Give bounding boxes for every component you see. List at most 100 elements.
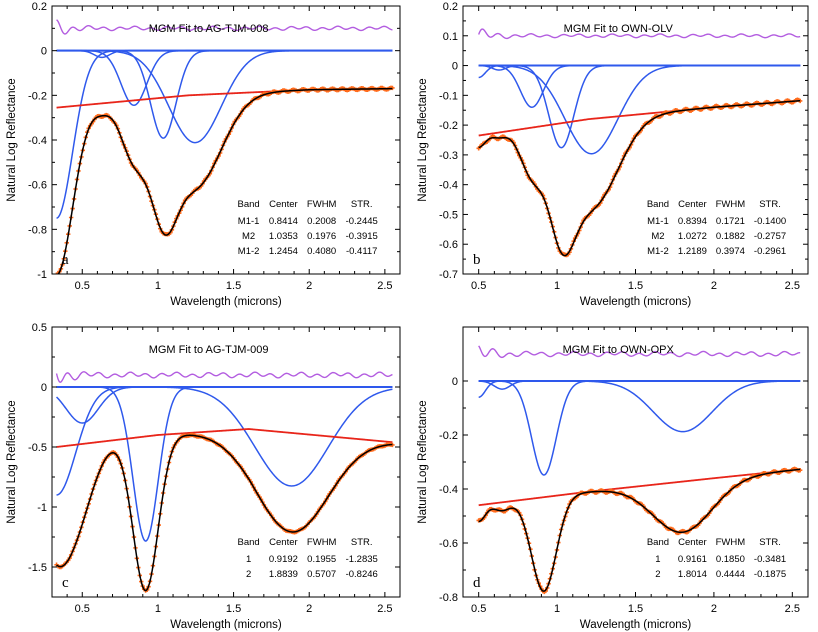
table-cell: 2	[655, 569, 660, 580]
table-header-cell: Band	[647, 537, 669, 548]
x-tick-label: 1.5	[226, 603, 241, 615]
y-tick-label: 0	[452, 376, 458, 388]
table-cell: 0.1721	[716, 216, 745, 227]
panel-label: b	[473, 252, 481, 268]
spectrum-data-markers	[54, 85, 395, 274]
band-parameter-table: Band Center FWHM STR. M1-1 0.8414 0.2008 -0.244…	[238, 199, 378, 257]
chart-title: MGM Fit to OWN-OLV	[564, 23, 674, 35]
table-cell: -0.8246	[346, 569, 378, 580]
y-tick-label: 0.5	[32, 322, 47, 334]
chart-title: MGM Fit to AG-TJM-009	[149, 344, 269, 356]
table-cell: 1.2454	[269, 246, 298, 257]
table-header-cell: STR.	[351, 199, 373, 210]
y-tick-label: -0.5	[439, 209, 458, 221]
table-cell: -0.3481	[754, 554, 786, 565]
chart-panel-a: 0.5 1 1.5 2 2.5 0.2 0 -0.2 -0.4 -0.6 -0.8 -1 MGM Fit…	[6, 1, 401, 308]
x-axis-label: Wavelength (microns)	[170, 296, 282, 308]
table-cell: 0.1850	[716, 554, 745, 565]
band-parameter-table: Band Center FWHM STR. 1 0.9161 0.1850 -0.3481 2 1…	[647, 537, 786, 580]
x-tick-label: 0.5	[75, 603, 90, 615]
table-cell: M1-2	[647, 246, 669, 257]
table-cell: 1.2189	[678, 246, 707, 257]
continuum-line	[56, 428, 393, 448]
x-tick-label: 2.5	[785, 603, 800, 615]
model-fit-line	[478, 99, 801, 257]
plot-area	[54, 19, 395, 274]
x-axis-label: Wavelength (microns)	[170, 619, 282, 631]
y-tick-label: -0.6	[439, 538, 458, 550]
plot-area	[476, 345, 803, 595]
table-header-cell: Center	[678, 199, 707, 210]
extra-band-curve	[56, 49, 393, 219]
table-cell: 0.8414	[269, 216, 298, 227]
y-tick-label: 0	[41, 46, 47, 58]
extra-band-curve	[478, 380, 801, 398]
residual-line	[55, 371, 393, 383]
y-tick-label: -0.8	[439, 592, 458, 604]
chart-panel-c: 0.5 1 1.5 2 2.5 0.5 0 -0.5 -1 -1.5 MGM Fit to AG-T…	[6, 322, 401, 631]
table-cell: 0.1976	[307, 231, 336, 242]
table-header-cell: Band	[238, 537, 260, 548]
y-tick-label: -0.4	[28, 135, 47, 147]
table-header-cell: FWHM	[716, 537, 746, 548]
x-tick-label: 1	[554, 280, 560, 292]
chart-panel-d: 0.5 1 1.5 2 2.5 0 -0.2 -0.4 -0.6 -0.8 MGM Fit to O…	[417, 326, 809, 631]
table-header-cell: Band	[647, 199, 669, 210]
table-cell: 0.4080	[307, 246, 336, 257]
continuum-line	[478, 468, 801, 507]
x-tick-label: 2.5	[785, 280, 800, 292]
y-tick-label: -0.6	[28, 180, 47, 192]
table-cell: M1-1	[238, 216, 260, 227]
band-parameter-table: Band Center FWHM STR. 1 0.9192 0.1955 -1.2835 2 1…	[238, 537, 378, 580]
y-tick-label: -0.2	[439, 120, 458, 132]
table-header-cell: FWHM	[307, 199, 337, 210]
y-tick-label: 0	[452, 61, 458, 73]
x-tick-label: 2.5	[377, 603, 392, 615]
band-curve-M1-2	[478, 64, 801, 155]
band-curve-2	[56, 386, 393, 487]
table-cell: 1.0353	[269, 231, 298, 242]
band-curve-M1-1	[478, 64, 801, 108]
plot-area	[54, 371, 395, 593]
chart-title: MGM Fit to OWN-OPX	[563, 344, 675, 356]
residual-line	[478, 28, 801, 40]
y-tick-label: -0.7	[439, 269, 458, 281]
y-tick-label: -0.4	[439, 180, 458, 192]
table-cell: 1.8014	[678, 569, 707, 580]
table-cell: 1.0272	[678, 231, 707, 242]
table-cell: 0.8394	[678, 216, 707, 227]
band-curve-2	[478, 380, 801, 433]
y-axis-label: Natural Log Reflectance	[6, 78, 18, 201]
x-tick-label: 0.5	[471, 603, 486, 615]
band-curve-1	[478, 380, 801, 476]
table-header-cell: Center	[269, 537, 298, 548]
table-cell: 1.8839	[269, 569, 298, 580]
table-cell: -0.2445	[346, 216, 378, 227]
table-cell: 0.5707	[307, 569, 336, 580]
table-cell: -0.1400	[754, 216, 786, 227]
table-header-cell: FWHM	[307, 537, 337, 548]
x-tick-label: 1.5	[226, 280, 241, 292]
y-axis-label: Natural Log Reflectance	[6, 400, 18, 523]
table-cell: M2	[651, 231, 664, 242]
model-fit-line	[56, 434, 393, 592]
x-tick-label: 0.5	[75, 280, 90, 292]
x-tick-label: 1.5	[628, 280, 643, 292]
table-cell: M2	[242, 231, 255, 242]
band-parameter-table: Band Center FWHM STR. M1-1 0.8394 0.1721 -0.140…	[647, 199, 786, 257]
y-axis-label: Natural Log Reflectance	[417, 400, 429, 523]
table-cell: 0.9161	[678, 554, 707, 565]
x-tick-label: 1	[155, 280, 161, 292]
x-tick-label: 2	[306, 280, 312, 292]
table-header-cell: Center	[269, 199, 298, 210]
x-tick-label: 2	[711, 603, 717, 615]
x-tick-label: 1.5	[628, 603, 643, 615]
table-cell: 1	[246, 554, 251, 565]
x-tick-label: 1	[155, 603, 161, 615]
x-axis-label: Wavelength (microns)	[580, 296, 692, 308]
table-cell: 0.4444	[716, 569, 745, 580]
x-tick-label: 2	[306, 603, 312, 615]
plot-area	[476, 28, 803, 258]
y-tick-label: -0.4	[439, 484, 458, 496]
